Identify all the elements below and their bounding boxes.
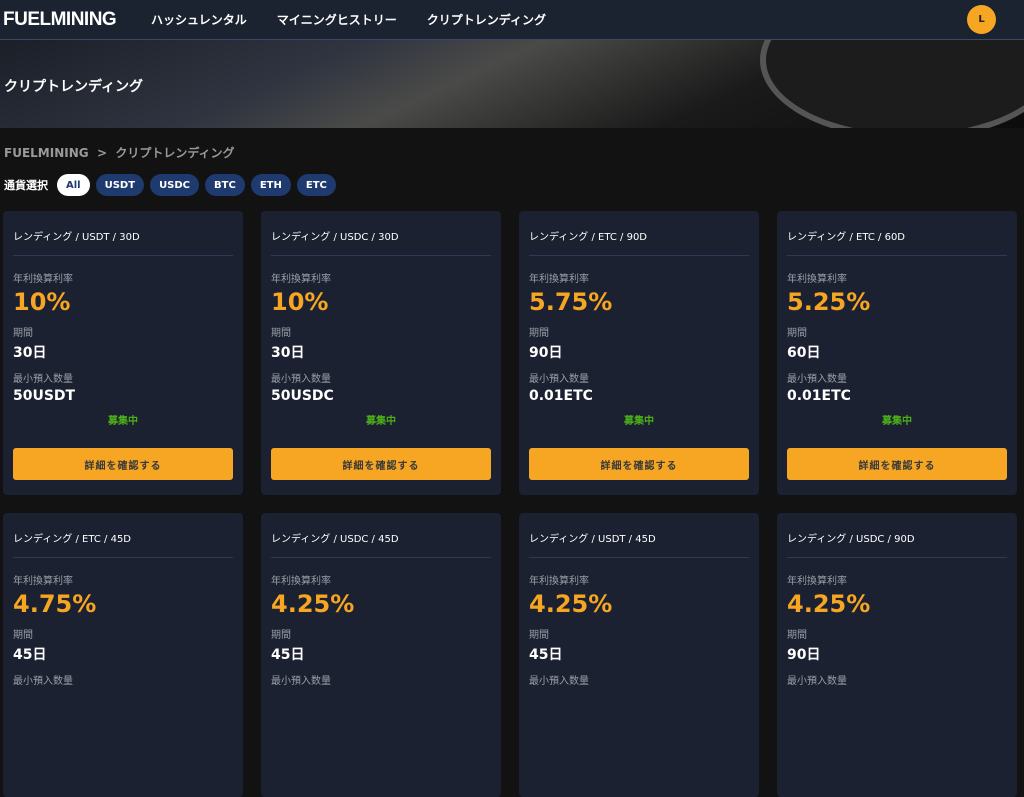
status-badge: 募集中 bbox=[366, 416, 396, 427]
rate-value: 5.25% bbox=[787, 288, 871, 316]
rate-label: 年利換算利率 bbox=[787, 274, 847, 285]
lending-card: レンディング / USDC / 90D 年利換算利率 4.25% 期間 90日 … bbox=[777, 513, 1017, 797]
min-label: 最小預入数量 bbox=[787, 676, 847, 687]
period-value: 45日 bbox=[529, 647, 563, 663]
status-badge: 募集中 bbox=[624, 416, 654, 427]
min-label: 最小預入数量 bbox=[787, 374, 847, 385]
period-label: 期間 bbox=[529, 328, 549, 339]
period-label: 期間 bbox=[787, 328, 807, 339]
lending-card: レンディング / USDC / 30D 年利換算利率 10% 期間 30日 最小… bbox=[261, 211, 501, 495]
min-label: 最小預入数量 bbox=[271, 676, 331, 687]
period-value: 30日 bbox=[13, 345, 47, 361]
min-label: 最小預入数量 bbox=[13, 676, 73, 687]
lending-card: レンディング / USDC / 45D 年利換算利率 4.25% 期間 45日 … bbox=[261, 513, 501, 797]
chip-btc[interactable]: BTC bbox=[205, 174, 245, 196]
period-value: 30日 bbox=[271, 345, 305, 361]
chip-all[interactable]: All bbox=[57, 174, 90, 196]
filter-label: 通貨選択 bbox=[4, 179, 48, 192]
top-nav: FUELMINING ハッシュレンタル マイニングヒストリー クリプトレンディン… bbox=[0, 0, 1024, 40]
min-value: 50USDT bbox=[13, 388, 76, 404]
min-value: 50USDC bbox=[271, 388, 334, 404]
hero-banner: クリプトレンディング bbox=[0, 40, 1024, 128]
fan-image bbox=[760, 40, 1024, 128]
min-label: 最小預入数量 bbox=[529, 676, 589, 687]
rate-value: 4.25% bbox=[271, 590, 355, 618]
chip-etc[interactable]: ETC bbox=[296, 174, 336, 196]
period-label: 期間 bbox=[271, 328, 291, 339]
chip-usdt[interactable]: USDT bbox=[95, 174, 145, 196]
min-label: 最小預入数量 bbox=[271, 374, 331, 385]
chip-eth[interactable]: ETH bbox=[250, 174, 291, 196]
card-title: レンディング / USDT / 30D bbox=[13, 211, 233, 256]
nav-mining-history[interactable]: マイニングヒストリー bbox=[276, 13, 397, 27]
rate-label: 年利換算利率 bbox=[271, 274, 331, 285]
card-title: レンディング / USDC / 90D bbox=[787, 513, 1007, 558]
card-title: レンディング / USDC / 30D bbox=[271, 211, 491, 256]
period-label: 期間 bbox=[787, 630, 807, 641]
lending-card: レンディング / USDT / 45D 年利換算利率 4.25% 期間 45日 … bbox=[519, 513, 759, 797]
period-label: 期間 bbox=[271, 630, 291, 641]
rate-value: 5.75% bbox=[529, 288, 613, 316]
logo[interactable]: FUELMINING bbox=[3, 8, 117, 30]
period-label: 期間 bbox=[13, 630, 33, 641]
period-value: 90日 bbox=[787, 647, 821, 663]
breadcrumb: FUELMINING > クリプトレンディング bbox=[4, 146, 235, 160]
chip-usdc[interactable]: USDC bbox=[150, 174, 200, 196]
rate-value: 10% bbox=[13, 288, 71, 316]
rate-value: 4.25% bbox=[787, 590, 871, 618]
card-title: レンディング / ETC / 90D bbox=[529, 211, 749, 256]
rate-label: 年利換算利率 bbox=[271, 576, 331, 587]
rate-value: 4.75% bbox=[13, 590, 97, 618]
min-value: 0.01ETC bbox=[787, 388, 851, 404]
lending-grid: レンディング / USDT / 30D 年利換算利率 10% 期間 30日 最小… bbox=[3, 211, 1017, 797]
rate-label: 年利換算利率 bbox=[787, 576, 847, 587]
details-button[interactable]: 詳細を確認する bbox=[13, 448, 233, 480]
card-title: レンディング / ETC / 60D bbox=[787, 211, 1007, 256]
rate-label: 年利換算利率 bbox=[13, 576, 73, 587]
period-label: 期間 bbox=[13, 328, 33, 339]
currency-filter: 通貨選択 All USDT USDC BTC ETH ETC bbox=[4, 174, 336, 196]
details-button[interactable]: 詳細を確認する bbox=[787, 448, 1007, 480]
rate-label: 年利換算利率 bbox=[529, 274, 589, 285]
status-badge: 募集中 bbox=[882, 416, 912, 427]
lending-card: レンディング / ETC / 60D 年利換算利率 5.25% 期間 60日 最… bbox=[777, 211, 1017, 495]
min-label: 最小預入数量 bbox=[13, 374, 73, 385]
period-value: 45日 bbox=[271, 647, 305, 663]
card-title: レンディング / ETC / 45D bbox=[13, 513, 233, 558]
period-label: 期間 bbox=[529, 630, 549, 641]
period-value: 90日 bbox=[529, 345, 563, 361]
rate-value: 10% bbox=[271, 288, 329, 316]
details-button[interactable]: 詳細を確認する bbox=[529, 448, 749, 480]
rate-label: 年利換算利率 bbox=[13, 274, 73, 285]
card-title: レンディング / USDT / 45D bbox=[529, 513, 749, 558]
rate-value: 4.25% bbox=[529, 590, 613, 618]
lending-card: レンディング / ETC / 45D 年利換算利率 4.75% 期間 45日 最… bbox=[3, 513, 243, 797]
period-value: 45日 bbox=[13, 647, 47, 663]
min-value: 0.01ETC bbox=[529, 388, 593, 404]
rate-label: 年利換算利率 bbox=[529, 576, 589, 587]
lending-card: レンディング / USDT / 30D 年利換算利率 10% 期間 30日 最小… bbox=[3, 211, 243, 495]
avatar[interactable]: L bbox=[967, 5, 996, 34]
card-title: レンディング / USDC / 45D bbox=[271, 513, 491, 558]
nav-hash-rental[interactable]: ハッシュレンタル bbox=[151, 13, 247, 27]
period-value: 60日 bbox=[787, 345, 821, 361]
lending-card: レンディング / ETC / 90D 年利換算利率 5.75% 期間 90日 最… bbox=[519, 211, 759, 495]
status-badge: 募集中 bbox=[108, 416, 138, 427]
nav-crypto-lending[interactable]: クリプトレンディング bbox=[426, 13, 546, 27]
page-title: クリプトレンディング bbox=[4, 79, 144, 95]
min-label: 最小預入数量 bbox=[529, 374, 589, 385]
details-button[interactable]: 詳細を確認する bbox=[271, 448, 491, 480]
